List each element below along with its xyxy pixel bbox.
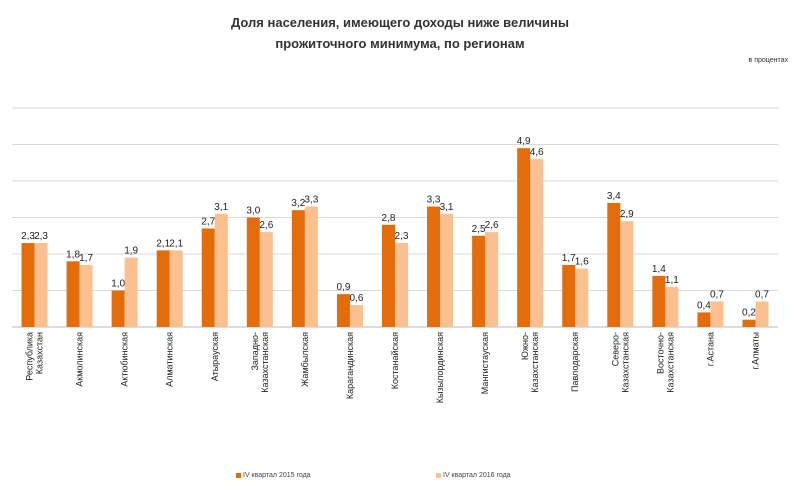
category-label: г.Астана (705, 332, 715, 366)
data-label: 1,8 (66, 249, 80, 260)
data-label: 2,1 (169, 238, 183, 249)
bar-2015 (111, 290, 125, 327)
bar-2015 (291, 210, 305, 327)
category-label: Южно-Казахстанская (520, 332, 540, 393)
category-label: г.Алматы (750, 332, 760, 370)
category-label: Актюбинская (120, 332, 130, 387)
bar-2016 (124, 257, 138, 327)
bar-2016 (169, 250, 183, 327)
bar-2016 (395, 243, 408, 327)
data-label: 1,4 (652, 264, 666, 275)
data-label: 2,1 (156, 238, 170, 249)
chart-title: Доля населения, имеющего доходы ниже вел… (0, 12, 800, 54)
category-label: Западно-Казахстанская (250, 332, 270, 393)
legend-item-2015: IV квартал 2015 года (236, 472, 311, 479)
data-label: 1,6 (575, 257, 589, 268)
bar-2016 (304, 206, 318, 327)
data-label: 2,6 (485, 220, 499, 231)
bar-2015 (382, 224, 395, 327)
bar-2015 (472, 235, 486, 327)
bar-2016 (710, 301, 724, 327)
bar-2016 (485, 232, 499, 327)
category-label: РеспубликаКазахстан (25, 332, 45, 381)
bar-2015 (201, 228, 215, 327)
unit-label: в процентах (748, 57, 788, 64)
bar-2016 (259, 232, 273, 327)
data-label: 2,6 (259, 220, 273, 231)
data-label: 4,6 (530, 147, 544, 158)
category-label: Акмолинская (75, 332, 85, 387)
chart-title-line1: Доля населения, имеющего доходы ниже вел… (231, 15, 569, 30)
data-label: 0,7 (710, 289, 724, 300)
category-label: Северо-Казахстанская (610, 332, 630, 393)
data-label: 3,4 (607, 191, 621, 202)
data-label: 2,7 (201, 216, 215, 227)
bar-2015 (607, 202, 621, 327)
category-label: Алматинская (165, 332, 175, 387)
data-label: 0,9 (336, 282, 350, 293)
data-label: 2,9 (620, 209, 634, 220)
category-label: Павлодарская (570, 332, 580, 392)
category-label: Атырауская (210, 332, 220, 381)
data-label: 1,0 (111, 279, 125, 290)
bar-2015 (246, 217, 260, 327)
bar-2015 (66, 261, 80, 327)
legend-item-2016: IV квартал 2016 года (436, 472, 511, 479)
data-label: 4,9 (517, 136, 531, 147)
data-label: 3,0 (246, 206, 260, 217)
legend-swatch (436, 473, 441, 478)
category-label: Жамбылская (300, 332, 310, 387)
legend-label: IV квартал 2015 года (243, 472, 311, 479)
data-label: 1,9 (124, 246, 138, 257)
data-label: 0,6 (349, 293, 363, 304)
category-label: Восточно-Казахстанская (655, 332, 675, 393)
bar-2015 (697, 312, 711, 327)
bar-2016 (575, 268, 589, 327)
bar-2016 (440, 213, 454, 327)
chart-title-line2: прожиточного минимума, по регионам (275, 36, 525, 51)
bar-2015 (336, 294, 350, 327)
data-label: 0,4 (697, 300, 711, 311)
bar-2016 (620, 221, 634, 327)
data-label: 3,1 (214, 202, 228, 213)
category-label: Мангистауская (480, 332, 490, 394)
bar-2015 (742, 319, 756, 327)
legend-swatch (236, 473, 241, 478)
bar-2016 (530, 159, 544, 327)
data-label: 1,7 (562, 253, 576, 264)
bar-2015 (652, 275, 666, 327)
bar-2016 (665, 286, 679, 327)
data-label: 2,8 (382, 213, 396, 224)
data-label: 2,3 (395, 231, 409, 242)
category-label: Карагандинская (345, 332, 355, 399)
data-label: 3,3 (427, 195, 441, 206)
bar-2016 (214, 213, 228, 327)
data-label: 0,2 (742, 308, 756, 319)
bar-2016 (755, 301, 769, 327)
bar-2015 (21, 243, 35, 327)
category-label: Костанайская (390, 332, 400, 389)
bar-2016 (34, 243, 48, 327)
data-label: 3,2 (291, 198, 305, 209)
data-label: 1,1 (665, 275, 679, 286)
bar-2015 (562, 264, 576, 327)
bar-2016 (349, 305, 363, 327)
data-label: 2,3 (21, 231, 35, 242)
bar-2015 (517, 148, 531, 327)
bar-2016 (79, 264, 93, 327)
data-label: 1,7 (79, 253, 93, 264)
bar-2015 (156, 250, 170, 327)
data-label: 3,3 (304, 195, 318, 206)
category-label: Кызылординская (435, 332, 445, 403)
data-label: 2,5 (472, 224, 486, 235)
data-label: 3,1 (440, 202, 454, 213)
bar-2015 (427, 206, 441, 327)
data-label: 2,3 (34, 231, 48, 242)
legend-label: IV квартал 2016 года (443, 472, 511, 479)
data-label: 0,7 (755, 289, 769, 300)
